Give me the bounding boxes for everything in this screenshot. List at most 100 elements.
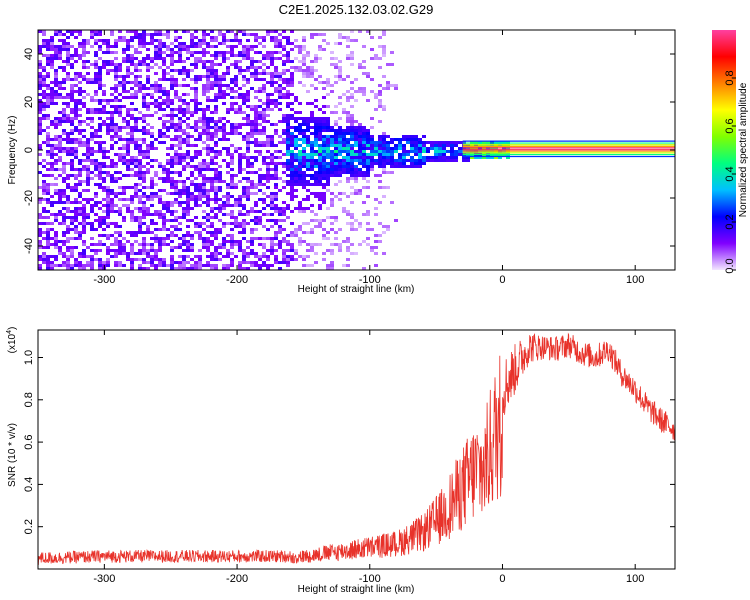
spectrogram-cell bbox=[46, 192, 50, 195]
spectrogram-cell bbox=[454, 159, 458, 162]
spectrogram-cell bbox=[214, 264, 218, 267]
spectrogram-cell bbox=[186, 165, 190, 168]
spectrogram-cell bbox=[318, 129, 322, 132]
spectrogram-cell bbox=[186, 192, 190, 195]
spectrogram-cell bbox=[294, 144, 298, 147]
spectrogram-cell bbox=[66, 153, 70, 156]
spectrogram-cell bbox=[258, 183, 262, 186]
spectrogram-cell bbox=[154, 45, 158, 48]
spectrogram-cell bbox=[338, 243, 342, 246]
spectrogram-cell bbox=[170, 138, 174, 141]
spectrogram-cell bbox=[286, 90, 290, 93]
spectrogram-cell bbox=[158, 216, 162, 219]
spectrogram-cell bbox=[106, 210, 110, 213]
spectrogram-cell bbox=[114, 51, 118, 54]
spectrogram-cell bbox=[154, 222, 158, 225]
spectrogram-cell bbox=[162, 99, 166, 102]
spectrogram-cell bbox=[290, 189, 294, 192]
spectrogram-cell bbox=[86, 138, 90, 141]
spectrogram-cell bbox=[502, 147, 506, 150]
spectrogram-cell bbox=[190, 171, 194, 174]
spectrogram-cell bbox=[258, 90, 262, 93]
spectrogram-cell bbox=[114, 141, 118, 144]
spectrogram-cell bbox=[114, 237, 118, 240]
spectrogram-cell bbox=[226, 93, 230, 96]
spectrogram-cell bbox=[258, 114, 262, 117]
spectrogram-cell bbox=[418, 141, 422, 144]
spectrogram-cell bbox=[398, 138, 402, 141]
spectrogram-cell bbox=[146, 129, 150, 132]
spectrogram-cell bbox=[66, 246, 70, 249]
spectrogram-cell bbox=[74, 36, 78, 39]
spectrogram-cell bbox=[194, 99, 198, 102]
spectrogram-cell bbox=[322, 117, 326, 120]
spectrogram-cell bbox=[262, 141, 266, 144]
spectrogram-cell bbox=[90, 120, 94, 123]
spectrogram-cell bbox=[62, 87, 66, 90]
spectrogram-cell bbox=[102, 210, 106, 213]
spectrogram-cell bbox=[142, 96, 146, 99]
spectrogram-cell bbox=[54, 255, 58, 258]
spectrogram-cell bbox=[270, 144, 274, 147]
spectrogram-cell bbox=[306, 255, 310, 258]
spectrogram-cell bbox=[42, 129, 46, 132]
spectrogram-cell bbox=[74, 75, 78, 78]
spectrogram-cell bbox=[226, 162, 230, 165]
spectrogram-cell bbox=[290, 117, 294, 120]
spectrogram-cell bbox=[318, 192, 322, 195]
spectrogram-cell bbox=[258, 216, 262, 219]
spectrogram-cell bbox=[54, 78, 58, 81]
spectrogram-cell bbox=[206, 177, 210, 180]
spectrogram-cell bbox=[206, 60, 210, 63]
spectrogram-cell bbox=[130, 45, 134, 48]
spectrogram-cell bbox=[178, 72, 182, 75]
spectrogram-cell bbox=[94, 51, 98, 54]
spectrogram-cell bbox=[142, 120, 146, 123]
spectrogram-cell bbox=[214, 69, 218, 72]
spectrogram-cell bbox=[266, 81, 270, 84]
spectrogram-cell bbox=[106, 42, 110, 45]
spectrogram-cell bbox=[102, 180, 106, 183]
spectrogram-cell bbox=[110, 117, 114, 120]
spectrogram-cell bbox=[202, 168, 206, 171]
spectrogram-cell bbox=[210, 36, 214, 39]
spectrogram-cell bbox=[274, 123, 278, 126]
spectrogram-cell bbox=[146, 78, 150, 81]
spectrogram-cell bbox=[214, 234, 218, 237]
spectrogram-cell bbox=[338, 249, 342, 252]
spectrogram-cell bbox=[74, 84, 78, 87]
spectrogram-cell bbox=[66, 177, 70, 180]
spectrogram-cell bbox=[178, 255, 182, 258]
spectrogram-cell bbox=[38, 234, 42, 237]
spectrogram-cell bbox=[194, 81, 198, 84]
spectrogram-cell bbox=[334, 165, 338, 168]
spectrogram-cell bbox=[38, 171, 42, 174]
spectrogram-cell bbox=[234, 78, 238, 81]
spectrogram-cell bbox=[46, 240, 50, 243]
spectrogram-cell bbox=[142, 93, 146, 96]
spectrogram-cell bbox=[346, 147, 350, 150]
spectrogram-cell bbox=[126, 66, 130, 69]
spectrogram-cell bbox=[238, 153, 242, 156]
spectrogram-cell bbox=[234, 90, 238, 93]
spectrogram-cell bbox=[54, 102, 58, 105]
spectrogram-cell bbox=[126, 153, 130, 156]
spectrogram-cell bbox=[290, 141, 294, 144]
spectrogram-cell bbox=[214, 141, 218, 144]
spectrogram-cell bbox=[46, 39, 50, 42]
spectrogram-cell bbox=[146, 33, 150, 36]
spectrogram-cell bbox=[78, 33, 82, 36]
spectrogram-cell bbox=[50, 243, 54, 246]
spectrogram-cell bbox=[74, 48, 78, 51]
spectrogram-cell bbox=[434, 159, 438, 162]
spectrogram-cell bbox=[162, 51, 166, 54]
spectrogram-cell bbox=[254, 36, 258, 39]
spectrogram-cell bbox=[114, 180, 118, 183]
spectrogram-cell bbox=[222, 180, 226, 183]
spectrogram-cell bbox=[382, 231, 386, 234]
spectrogram-cell bbox=[106, 207, 110, 210]
spectrogram-cell bbox=[70, 174, 74, 177]
spectrogram-cell bbox=[234, 36, 238, 39]
spectrogram-cell bbox=[386, 147, 390, 150]
spectrogram-cell bbox=[366, 144, 370, 147]
